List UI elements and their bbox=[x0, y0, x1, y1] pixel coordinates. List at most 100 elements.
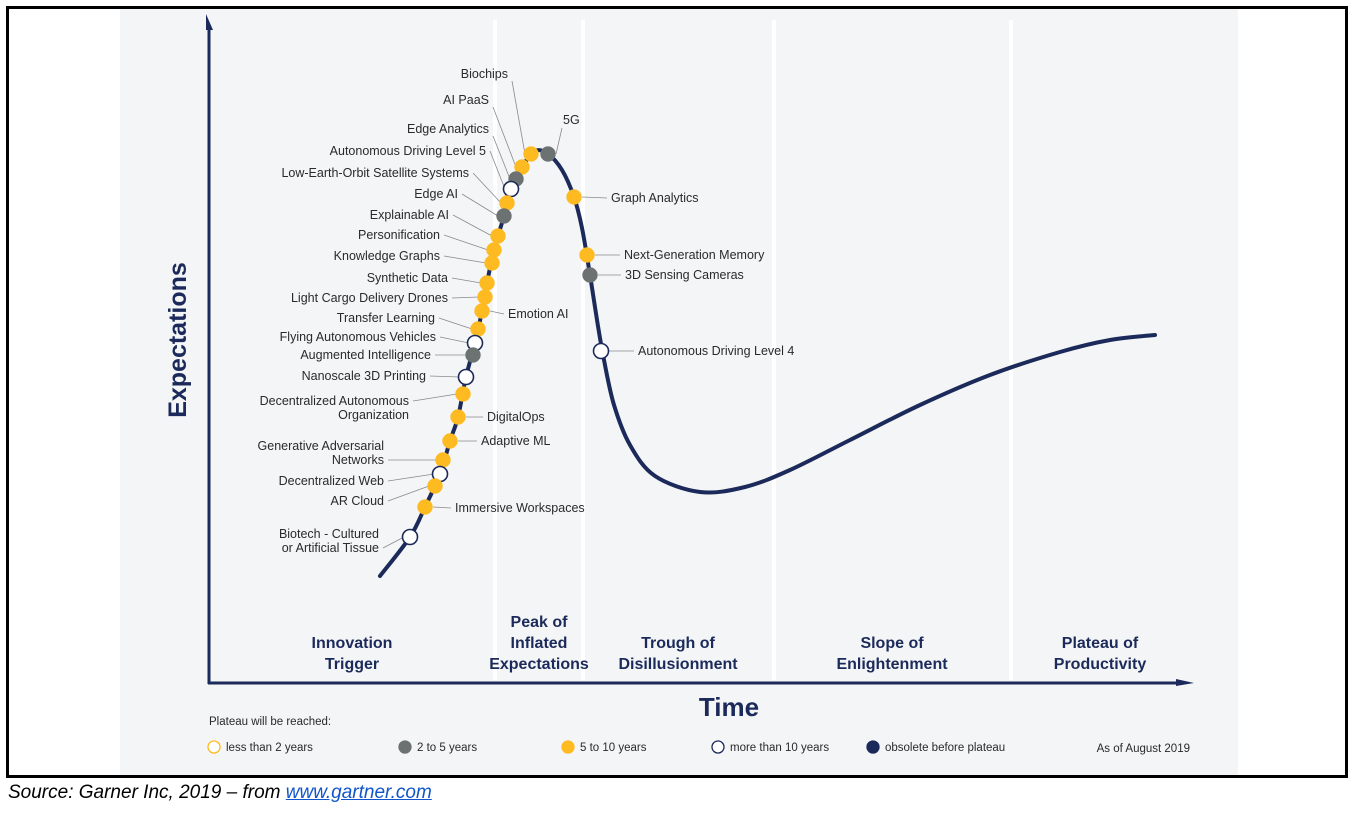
tech-marker-digitalops[interactable] bbox=[450, 409, 466, 425]
tech-marker-edge-ai[interactable] bbox=[496, 208, 512, 224]
tech-marker-ar-cloud[interactable] bbox=[427, 478, 443, 494]
y-axis-title: Expectations bbox=[164, 262, 192, 418]
tech-label-explainable-ai: Explainable AI bbox=[370, 208, 449, 222]
tech-marker-explainable-ai[interactable] bbox=[490, 228, 506, 244]
tech-label-digitalops: DigitalOps bbox=[487, 410, 545, 424]
tech-marker-augmented-intelligence[interactable] bbox=[465, 347, 481, 363]
legend-title: Plateau will be reached: bbox=[209, 716, 331, 728]
tech-label-adaptive-ml: Adaptive ML bbox=[481, 434, 551, 448]
legend-marker-2to5 bbox=[398, 740, 412, 754]
tech-marker-generative-adversarial[interactable] bbox=[435, 452, 451, 468]
leader-line-edge-analytics bbox=[492, 135, 511, 180]
phase-label-5: Productivity bbox=[1054, 656, 1147, 673]
phase-label-4: Slope of bbox=[860, 635, 924, 652]
leader-line-emotion-ai bbox=[489, 310, 505, 315]
tech-label-immersive-workspaces: Immersive Workspaces bbox=[455, 501, 585, 515]
tech-marker-3d-sensing-cameras[interactable] bbox=[582, 267, 598, 283]
tech-label-ar-cloud: AR Cloud bbox=[331, 494, 385, 508]
leader-line-decentralized-web bbox=[387, 473, 435, 482]
tech-marker-synthetic-data[interactable] bbox=[479, 275, 495, 291]
leader-line-flying-autonomous-vehicles bbox=[439, 336, 470, 344]
tech-marker-next-generation-memory[interactable] bbox=[579, 247, 595, 263]
technology-markers bbox=[401, 146, 610, 546]
tech-label-low-earth-orbit-satellite-systems: Low-Earth-Orbit Satellite Systems bbox=[281, 166, 469, 180]
tech-label-flying-autonomous-vehicles: Flying Autonomous Vehicles bbox=[280, 330, 436, 344]
hype-cycle-chart: Expectations Time Biochips AI PaaS Edge An… bbox=[164, 14, 1194, 755]
tech-marker-5g[interactable] bbox=[540, 146, 556, 162]
legend-label-2to5: 2 to 5 years bbox=[417, 742, 477, 754]
x-axis-arrow-icon bbox=[1176, 679, 1194, 686]
leader-line-autonomous-driving-level-5 bbox=[489, 150, 506, 190]
legend-marker-obsolete bbox=[866, 740, 880, 754]
phase-label-4: Enlightenment bbox=[836, 656, 948, 673]
leader-line-synthetic-data bbox=[451, 277, 482, 284]
leader-line-biotech-cultured bbox=[382, 536, 405, 549]
phase-label-5: Plateau of bbox=[1062, 635, 1139, 652]
tech-label-5g: 5G bbox=[563, 113, 580, 127]
tech-label-decentralized-autonomous: Decentralized Autonomous bbox=[260, 394, 409, 408]
gartner-link[interactable]: www.gartner.com bbox=[285, 782, 432, 803]
tech-label-autonomous-driving-level-5: Autonomous Driving Level 5 bbox=[330, 144, 486, 158]
tech-label-edge-analytics: Edge Analytics bbox=[407, 122, 489, 136]
tech-label-biochips: Biochips bbox=[461, 67, 508, 81]
legend-label-obsolete: obsolete before plateau bbox=[885, 742, 1005, 754]
leader-line-5g bbox=[555, 127, 563, 155]
tech-label-transfer-learning: Transfer Learning bbox=[337, 311, 435, 325]
tech-marker-light-cargo-delivery-drones[interactable] bbox=[477, 289, 493, 305]
source-text: Source: Garner Inc, 2019 – from bbox=[8, 782, 286, 803]
leader-line-decentralized-autonomous bbox=[412, 393, 458, 402]
leader-line-transfer-learning bbox=[438, 317, 473, 330]
legend-label-5to10: 5 to 10 years bbox=[580, 742, 647, 754]
tech-label-personification: Personification bbox=[358, 228, 440, 242]
tech-marker-transfer-learning[interactable] bbox=[470, 321, 486, 337]
tech-label-autonomous-driving-level-4: Autonomous Driving Level 4 bbox=[638, 344, 794, 358]
tech-marker-adaptive-ml[interactable] bbox=[442, 433, 458, 449]
leader-line-ar-cloud bbox=[387, 485, 430, 502]
tech-label-decentralized-autonomous: Organization bbox=[338, 408, 409, 422]
tech-label-generative-adversarial: Networks bbox=[332, 453, 384, 467]
leader-line-ai-paas bbox=[492, 106, 517, 168]
tech-marker-emotion-ai[interactable] bbox=[474, 303, 490, 319]
phase-label-2: Expectations bbox=[489, 656, 589, 673]
x-axis-title: Time bbox=[699, 692, 759, 722]
phase-label-3: Disillusionment bbox=[618, 656, 738, 673]
leader-line-personification bbox=[443, 234, 489, 251]
tech-label-synthetic-data: Synthetic Data bbox=[367, 271, 448, 285]
leader-line-graph-analytics bbox=[581, 196, 608, 199]
tech-marker-biochips[interactable] bbox=[523, 146, 539, 162]
tech-marker-knowledge-graphs[interactable] bbox=[484, 255, 500, 271]
phase-label-2: Peak of bbox=[511, 614, 569, 631]
legend-marker-lt2 bbox=[207, 740, 221, 754]
tech-label-nanoscale-3d-printing: Nanoscale 3D Printing bbox=[302, 369, 426, 383]
phase-label-1: Trigger bbox=[325, 656, 379, 673]
tech-marker-biotech-cultured[interactable] bbox=[401, 528, 419, 546]
tech-marker-low-earth-orbit-satellite-systems[interactable] bbox=[499, 195, 515, 211]
tech-label-3d-sensing-cameras: 3D Sensing Cameras bbox=[625, 268, 744, 282]
phase-label-2: Inflated bbox=[511, 635, 568, 652]
tech-marker-decentralized-autonomous[interactable] bbox=[455, 386, 471, 402]
tech-label-ai-paas: AI PaaS bbox=[443, 93, 489, 107]
leader-line-light-cargo-delivery-drones bbox=[451, 296, 480, 299]
phase-labels: Innovation Trigger Peak of Inflated Expectat… bbox=[312, 614, 1147, 673]
leader-lines bbox=[382, 80, 634, 549]
tech-label-light-cargo-delivery-drones: Light Cargo Delivery Drones bbox=[291, 291, 448, 305]
tech-label-biotech-cultured: or Artificial Tissue bbox=[282, 541, 379, 555]
leader-line-edge-ai bbox=[461, 193, 499, 217]
tech-marker-graph-analytics[interactable] bbox=[566, 189, 582, 205]
tech-marker-nanoscale-3d-printing[interactable] bbox=[457, 368, 475, 386]
as-of-date: As of August 2019 bbox=[1097, 743, 1190, 755]
tech-label-augmented-intelligence: Augmented Intelligence bbox=[300, 348, 431, 362]
leader-line-nanoscale-3d-printing bbox=[429, 375, 461, 378]
tech-label-knowledge-graphs: Knowledge Graphs bbox=[334, 249, 440, 263]
tech-label-decentralized-web: Decentralized Web bbox=[279, 474, 384, 488]
axes: Expectations Time bbox=[164, 14, 1194, 722]
chart-panel bbox=[120, 9, 1238, 775]
tech-marker-autonomous-driving-level-4[interactable] bbox=[592, 342, 610, 360]
legend: Plateau will be reached: less than 2 yea… bbox=[207, 716, 1005, 754]
tech-marker-personification[interactable] bbox=[486, 242, 502, 258]
tech-marker-autonomous-driving-level-5[interactable] bbox=[502, 180, 520, 198]
phase-dividers bbox=[493, 20, 1013, 680]
phase-label-3: Trough of bbox=[641, 635, 715, 652]
legend-label-lt2: less than 2 years bbox=[226, 742, 313, 754]
tech-marker-immersive-workspaces[interactable] bbox=[417, 499, 433, 515]
